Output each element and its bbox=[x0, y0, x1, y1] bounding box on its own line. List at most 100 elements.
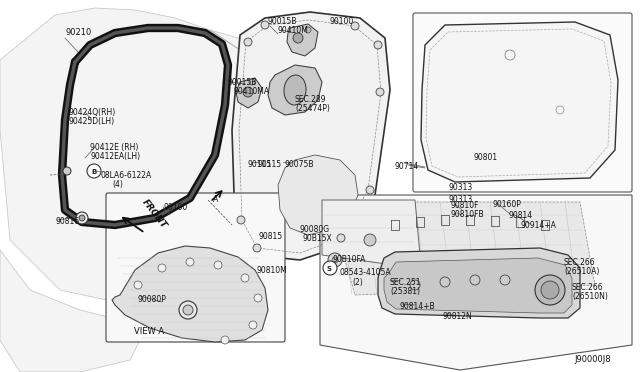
Text: 90814: 90814 bbox=[509, 211, 533, 220]
Text: 90160P: 90160P bbox=[493, 200, 522, 209]
Text: VIEW A: VIEW A bbox=[134, 327, 164, 336]
Circle shape bbox=[241, 274, 249, 282]
Text: 90080P: 90080P bbox=[138, 295, 167, 304]
Circle shape bbox=[158, 264, 166, 272]
Text: 90714: 90714 bbox=[395, 162, 419, 171]
Text: 90424Q(RH): 90424Q(RH) bbox=[68, 108, 115, 117]
Text: S: S bbox=[327, 266, 332, 272]
Polygon shape bbox=[0, 250, 140, 372]
Text: SEC.289: SEC.289 bbox=[295, 95, 326, 104]
Text: 90115: 90115 bbox=[258, 160, 282, 169]
Text: 90816: 90816 bbox=[55, 217, 79, 226]
Polygon shape bbox=[236, 78, 262, 108]
Circle shape bbox=[183, 305, 193, 315]
FancyBboxPatch shape bbox=[106, 193, 285, 342]
Circle shape bbox=[410, 280, 420, 290]
Polygon shape bbox=[378, 248, 580, 318]
Text: 90313: 90313 bbox=[449, 195, 473, 204]
Text: SEC.266: SEC.266 bbox=[564, 258, 596, 267]
Text: 90075B: 90075B bbox=[285, 160, 314, 169]
Circle shape bbox=[134, 281, 142, 289]
Polygon shape bbox=[322, 200, 420, 268]
Circle shape bbox=[366, 186, 374, 194]
Polygon shape bbox=[287, 24, 318, 56]
Text: SEC.266: SEC.266 bbox=[572, 283, 604, 292]
Text: 90015B: 90015B bbox=[228, 78, 257, 87]
Circle shape bbox=[500, 275, 510, 285]
Text: 90115: 90115 bbox=[248, 160, 272, 169]
Circle shape bbox=[249, 79, 255, 85]
Circle shape bbox=[249, 321, 257, 329]
Circle shape bbox=[214, 261, 222, 269]
Circle shape bbox=[253, 244, 261, 252]
Text: 90100: 90100 bbox=[163, 203, 188, 212]
Circle shape bbox=[351, 22, 359, 30]
Circle shape bbox=[243, 87, 253, 97]
Polygon shape bbox=[112, 246, 268, 342]
Polygon shape bbox=[0, 8, 290, 305]
Text: 90080G: 90080G bbox=[300, 225, 330, 234]
Text: (2): (2) bbox=[352, 278, 363, 287]
Circle shape bbox=[254, 294, 262, 302]
Text: 90B15X: 90B15X bbox=[303, 234, 333, 243]
Circle shape bbox=[337, 234, 345, 242]
Circle shape bbox=[305, 27, 311, 33]
Text: (4): (4) bbox=[112, 180, 123, 189]
Circle shape bbox=[440, 277, 450, 287]
Text: A: A bbox=[213, 195, 218, 204]
Circle shape bbox=[332, 257, 338, 263]
Circle shape bbox=[364, 234, 376, 246]
Text: 90812N: 90812N bbox=[443, 312, 473, 321]
Text: 08LA6-6122A: 08LA6-6122A bbox=[100, 171, 151, 180]
Circle shape bbox=[179, 301, 197, 319]
Ellipse shape bbox=[284, 75, 306, 105]
FancyBboxPatch shape bbox=[413, 13, 632, 192]
Text: 90810M: 90810M bbox=[257, 266, 288, 275]
Text: 90410MA: 90410MA bbox=[233, 87, 269, 96]
Text: 90801: 90801 bbox=[474, 153, 498, 162]
Polygon shape bbox=[421, 22, 618, 182]
Text: 90210: 90210 bbox=[65, 28, 92, 37]
Text: 90100: 90100 bbox=[330, 17, 355, 26]
Text: 90914+A: 90914+A bbox=[521, 221, 557, 230]
Text: 90B10FA: 90B10FA bbox=[333, 255, 366, 264]
Circle shape bbox=[328, 253, 342, 267]
Circle shape bbox=[63, 167, 71, 175]
Polygon shape bbox=[320, 195, 632, 370]
Circle shape bbox=[374, 41, 382, 49]
Text: J90000J8: J90000J8 bbox=[574, 355, 611, 364]
Circle shape bbox=[237, 216, 245, 224]
Circle shape bbox=[535, 275, 565, 305]
Polygon shape bbox=[384, 258, 572, 313]
Circle shape bbox=[76, 212, 88, 224]
Text: FRONT: FRONT bbox=[140, 198, 168, 230]
Circle shape bbox=[323, 261, 337, 275]
Text: 90425D(LH): 90425D(LH) bbox=[68, 117, 114, 126]
Text: (26510N): (26510N) bbox=[572, 292, 608, 301]
Circle shape bbox=[541, 281, 559, 299]
Text: 90810F: 90810F bbox=[451, 201, 479, 210]
Circle shape bbox=[244, 38, 252, 46]
Polygon shape bbox=[278, 155, 358, 235]
Text: B: B bbox=[91, 169, 96, 175]
Text: (25381): (25381) bbox=[390, 287, 420, 296]
Circle shape bbox=[186, 258, 194, 266]
Circle shape bbox=[293, 33, 303, 43]
Text: 90410M: 90410M bbox=[278, 26, 309, 35]
Text: 90815: 90815 bbox=[259, 232, 283, 241]
Text: 90810FB: 90810FB bbox=[451, 210, 484, 219]
Polygon shape bbox=[328, 202, 595, 295]
Polygon shape bbox=[268, 65, 322, 115]
Circle shape bbox=[470, 275, 480, 285]
Text: (26510A): (26510A) bbox=[564, 267, 600, 276]
Text: 90814+B: 90814+B bbox=[400, 302, 436, 311]
Circle shape bbox=[87, 164, 101, 178]
Text: 90412E (RH): 90412E (RH) bbox=[90, 143, 138, 152]
Text: 08543-4105A: 08543-4105A bbox=[340, 268, 392, 277]
Circle shape bbox=[221, 336, 229, 344]
Text: (25474P): (25474P) bbox=[295, 104, 330, 113]
Text: 90412EA(LH): 90412EA(LH) bbox=[90, 152, 140, 161]
Text: SEC.251: SEC.251 bbox=[390, 278, 422, 287]
Text: 90015B: 90015B bbox=[268, 17, 298, 26]
Circle shape bbox=[376, 88, 384, 96]
